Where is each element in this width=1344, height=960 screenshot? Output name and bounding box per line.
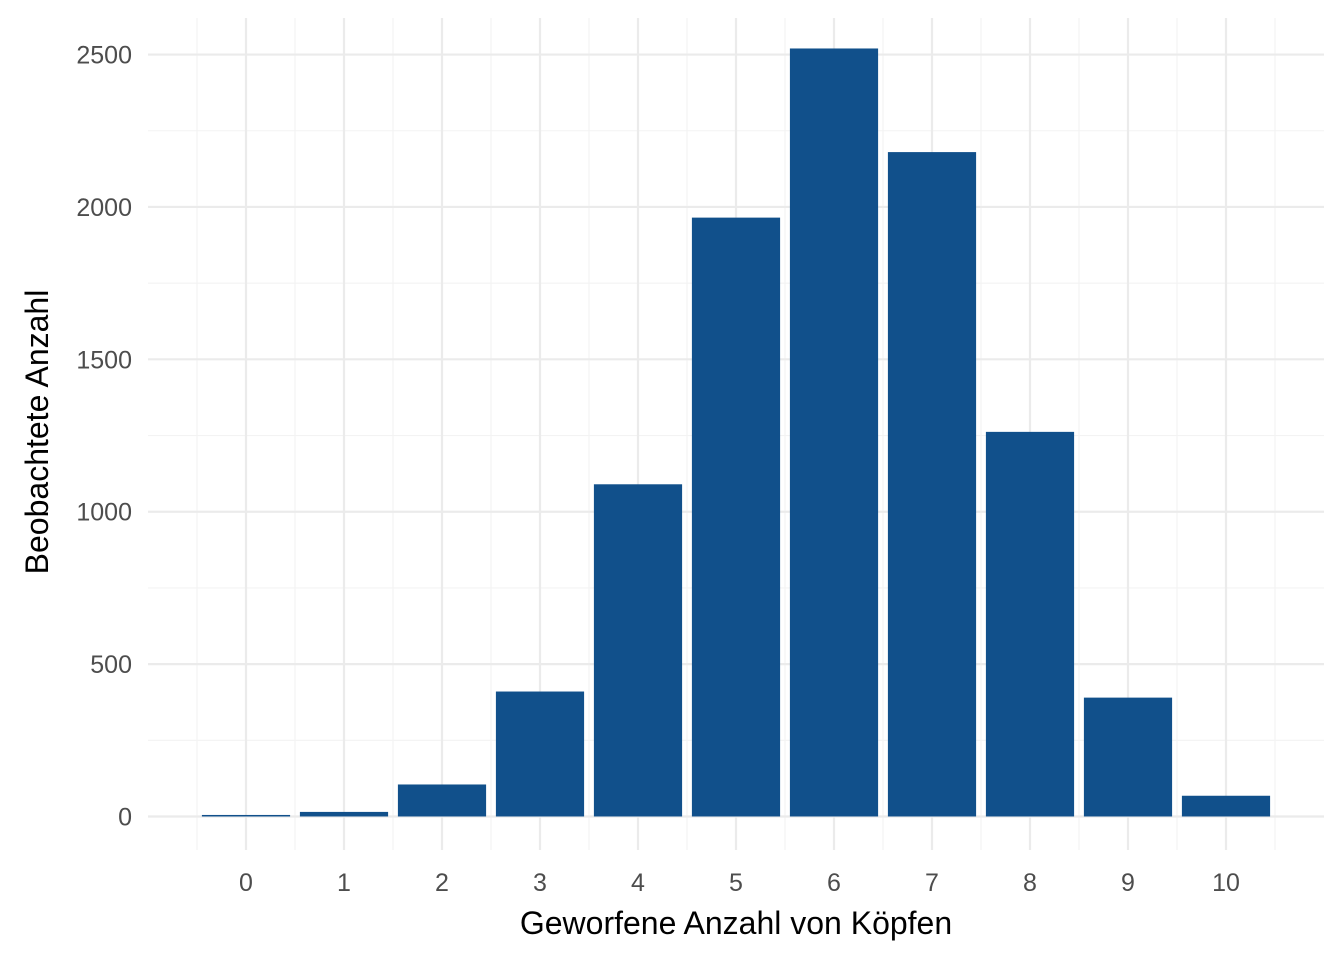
x-tick-label: 0: [239, 869, 253, 897]
y-tick-label: 1500: [76, 346, 132, 374]
x-tick-label: 6: [827, 869, 841, 897]
x-tick-label: 8: [1023, 869, 1037, 897]
bar-7: [887, 152, 977, 817]
x-tick-label: 9: [1121, 869, 1135, 897]
x-axis-title: Geworfene Anzahl von Köpfen: [520, 905, 952, 941]
x-tick-label: 10: [1212, 869, 1240, 897]
y-axis-tick-labels: 0 500 1000 1500 2000 2500: [76, 42, 132, 832]
y-tick-label: 500: [90, 651, 132, 679]
bar-10: [1181, 795, 1271, 817]
bar-2: [397, 784, 487, 817]
y-tick-label: 1000: [76, 499, 132, 527]
x-tick-label: 7: [925, 869, 939, 897]
bar-9: [1083, 697, 1173, 817]
bar-6: [789, 48, 879, 817]
x-axis-tick-labels: 0 1 2 3 4 5 6 7 8 9 10: [239, 869, 1240, 897]
bar-4: [593, 484, 683, 817]
x-tick-label: 4: [631, 869, 645, 897]
bar-5: [691, 217, 781, 817]
x-tick-label: 5: [729, 869, 743, 897]
bar-3: [495, 691, 585, 817]
bar-1: [299, 811, 389, 817]
bars: [201, 48, 1271, 817]
bar-8: [985, 431, 1075, 817]
y-tick-label: 0: [118, 803, 132, 831]
x-tick-label: 1: [337, 869, 351, 897]
x-tick-label: 3: [533, 869, 547, 897]
x-tick-label: 2: [435, 869, 449, 897]
bar-0: [201, 814, 291, 817]
y-tick-label: 2000: [76, 194, 132, 222]
y-tick-label: 2500: [76, 42, 132, 70]
y-axis-title: Beobachtete Anzahl: [19, 290, 55, 575]
